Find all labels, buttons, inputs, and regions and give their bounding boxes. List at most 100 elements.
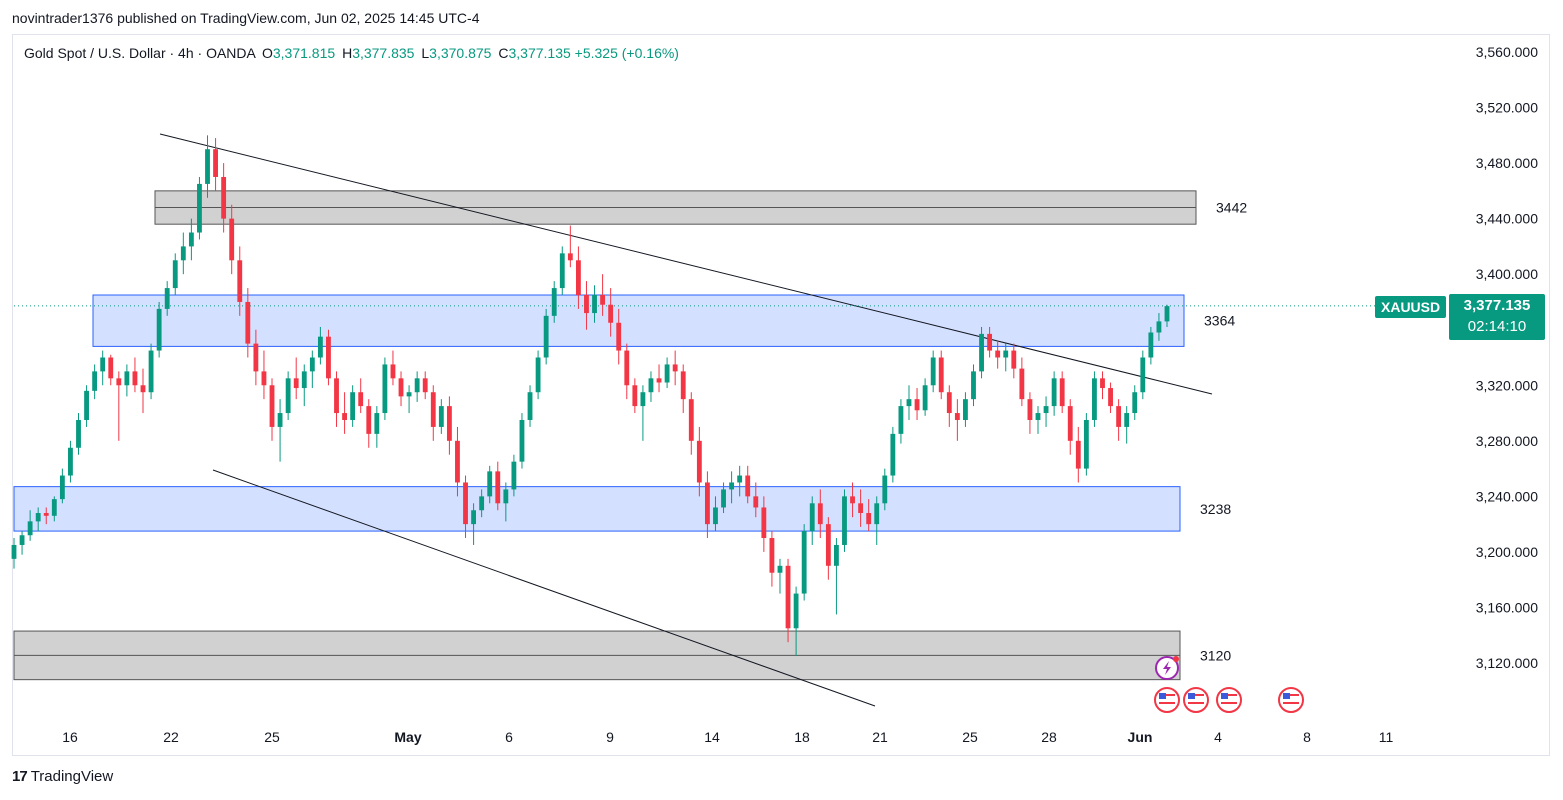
candle-body <box>253 343 259 372</box>
tradingview-logo-icon: 17 <box>12 768 28 785</box>
candle-body <box>374 413 380 434</box>
trendline-upper <box>159 133 1213 395</box>
x-tick-label: 25 <box>264 729 280 745</box>
bolt-glyph <box>1163 661 1171 675</box>
candle-body <box>979 333 984 372</box>
last-price: 3,377.135 <box>1463 297 1531 314</box>
candle-body <box>511 461 517 490</box>
candle-body <box>995 350 1001 358</box>
x-tick-label: 18 <box>794 729 810 745</box>
flag-stripe <box>1188 698 1204 700</box>
candle-body <box>946 392 952 414</box>
candle-body <box>237 260 243 302</box>
candle-body <box>197 183 202 233</box>
candle-body <box>463 482 468 525</box>
notification-dot <box>1173 656 1179 662</box>
candle-body <box>785 565 791 629</box>
candle-body <box>890 433 896 476</box>
candle-body <box>519 419 525 462</box>
candle-body <box>769 538 775 573</box>
candle-body <box>164 288 170 309</box>
flag-stripe <box>1283 698 1299 700</box>
brand-name: TradingView <box>30 768 114 785</box>
zone-label-3120: 3120 <box>1200 647 1231 663</box>
candle-body <box>51 499 57 516</box>
candle-body <box>1003 350 1009 358</box>
candle-body <box>1124 413 1130 427</box>
y-tick-label: 3,240.000 <box>1476 488 1538 504</box>
candle-body <box>27 521 33 536</box>
x-tick-label: Jun <box>1128 729 1153 745</box>
x-tick-label: 4 <box>1214 729 1222 745</box>
x-tick-label: 8 <box>1303 729 1311 745</box>
x-tick-label: 11 <box>1379 729 1394 745</box>
candle-body <box>35 513 41 522</box>
candle-body <box>535 357 541 393</box>
candle-body <box>495 471 501 504</box>
zone-3364 <box>92 294 1185 347</box>
candle-body <box>1092 378 1097 420</box>
x-tick-label: 25 <box>962 729 978 745</box>
y-tick-label: 3,520.000 <box>1476 100 1538 116</box>
candle-body <box>326 336 331 379</box>
candle-body <box>430 392 436 427</box>
candle-body <box>793 593 799 629</box>
candle-body <box>688 399 694 441</box>
legend-close-value: 3,377.135 <box>508 45 571 61</box>
ticker-tag[interactable]: XAUUSD <box>1375 296 1447 318</box>
candle-body <box>874 503 880 525</box>
candle-body <box>43 513 49 516</box>
y-tick-label: 3,480.000 <box>1476 155 1538 171</box>
candle-body <box>753 496 759 508</box>
candle-body <box>600 295 606 305</box>
chart-frame <box>12 34 1550 756</box>
candle-body <box>317 336 323 358</box>
candle-body <box>124 371 130 386</box>
candle-body <box>277 413 283 427</box>
y-tick-label: 3,120.000 <box>1476 655 1538 671</box>
y-tick-label: 3,320.000 <box>1476 377 1538 393</box>
flag-stripe <box>1283 702 1299 704</box>
candle-body <box>963 399 968 420</box>
candle-body <box>1083 419 1089 469</box>
candle-body <box>825 524 831 566</box>
candle-body <box>567 253 573 261</box>
candle-body <box>898 406 904 434</box>
flag-stripe <box>1159 706 1175 708</box>
candle-body <box>987 333 993 351</box>
candle-body <box>414 378 420 393</box>
legend-symbol[interactable]: Gold Spot / U.S. Dollar · 4h · OANDA <box>24 45 256 61</box>
legend-close-label: C <box>498 45 509 61</box>
zone-3238 <box>13 486 1181 532</box>
candle-body <box>84 390 89 420</box>
candle-body <box>1051 378 1057 407</box>
candle-body <box>1067 406 1073 441</box>
candle-body <box>906 399 912 407</box>
candle-body <box>503 489 509 504</box>
candle-body <box>269 385 275 427</box>
flag-stripe <box>1188 702 1204 704</box>
candle-body <box>809 503 815 532</box>
candle-body <box>358 392 364 407</box>
candle-body <box>640 392 646 407</box>
candle-body <box>406 392 412 397</box>
flag-stripe <box>1159 702 1175 704</box>
legend-low-label: L <box>421 45 430 61</box>
candle-body <box>92 371 98 391</box>
tradingview-brand[interactable]: 17 TradingView <box>12 768 113 785</box>
candle-body <box>584 295 589 314</box>
candle-body <box>592 295 597 314</box>
last-price-tag[interactable]: 3,377.135 02:14:10 <box>1449 294 1545 340</box>
flag-stripe <box>1188 706 1204 708</box>
candle-body <box>108 357 114 379</box>
candle-body <box>745 475 751 497</box>
x-tick-label: 9 <box>606 729 614 745</box>
candle-body <box>422 378 428 393</box>
flag-stripe <box>1221 706 1237 708</box>
candle-body <box>76 419 81 448</box>
candle-body <box>156 308 162 351</box>
y-tick-label: 3,280.000 <box>1476 433 1538 449</box>
candle-body <box>721 489 726 508</box>
candle-body <box>624 350 630 386</box>
